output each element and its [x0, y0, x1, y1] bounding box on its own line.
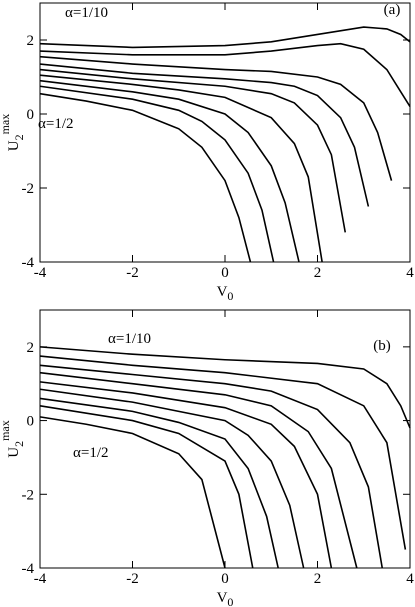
x-tick-label: 2: [314, 571, 322, 587]
y-tick-label: -2: [22, 181, 35, 197]
x-axis-label: V0: [217, 284, 234, 303]
y-label-sub: 2: [12, 134, 26, 140]
annotation: α=1/10: [65, 5, 108, 21]
y-tick-label: -4: [22, 561, 35, 577]
curve: [39, 381, 333, 569]
x-tick-label: 0: [221, 571, 229, 587]
x-label-main: V: [217, 284, 228, 300]
y-label-sub: 2: [12, 441, 26, 447]
curve: [39, 416, 226, 569]
curve: [39, 388, 305, 569]
curve: [39, 74, 323, 263]
x-tick-label: 2: [314, 265, 322, 281]
x-tick-label: -4: [34, 571, 47, 587]
panel-label: (b): [373, 338, 391, 354]
curve: [39, 92, 252, 263]
curve: [39, 63, 370, 207]
x-tick-label: -2: [126, 265, 139, 281]
x-tick-label: -2: [126, 571, 139, 587]
curve: [39, 79, 300, 263]
y-tick-label: 0: [27, 107, 35, 123]
x-tick-label: 4: [406, 265, 414, 281]
x-tick-label: 4: [406, 571, 414, 587]
panel-label: (a): [384, 2, 401, 18]
curve: [39, 68, 347, 233]
y-label-main: U: [6, 140, 22, 151]
curve: [39, 85, 275, 263]
y-axis-label: U2max: [0, 420, 26, 458]
curve: [39, 355, 407, 550]
y-label-sup: max: [0, 420, 12, 441]
x-tick-label: 0: [221, 265, 229, 281]
curve: [39, 346, 411, 429]
x-label-sub: 0: [227, 595, 233, 607]
y-tick-label: 2: [27, 33, 35, 49]
x-axis-label: V0: [217, 590, 234, 607]
plot-frame: [39, 2, 411, 263]
x-label-main: V: [217, 590, 228, 606]
y-tick-label: 2: [27, 340, 35, 356]
y-tick-label: 0: [27, 414, 35, 430]
curve: [39, 371, 358, 569]
curve: [39, 55, 393, 181]
curve: [39, 405, 254, 569]
y-label-main: U: [6, 447, 22, 458]
x-label-sub: 0: [227, 289, 233, 303]
x-tick-label: -4: [34, 265, 47, 281]
curve: [39, 26, 411, 49]
annotation: α=1/2: [38, 116, 74, 132]
y-tick-label: -4: [22, 255, 35, 271]
y-tick-label: -2: [22, 487, 35, 503]
annotation: α=1/10: [108, 331, 151, 347]
curve: [39, 364, 384, 569]
curve: [39, 42, 411, 108]
curve: [39, 397, 279, 569]
y-label-sup: max: [0, 114, 12, 135]
y-axis-label: U2max: [0, 114, 26, 152]
annotation: α=1/2: [73, 445, 109, 461]
